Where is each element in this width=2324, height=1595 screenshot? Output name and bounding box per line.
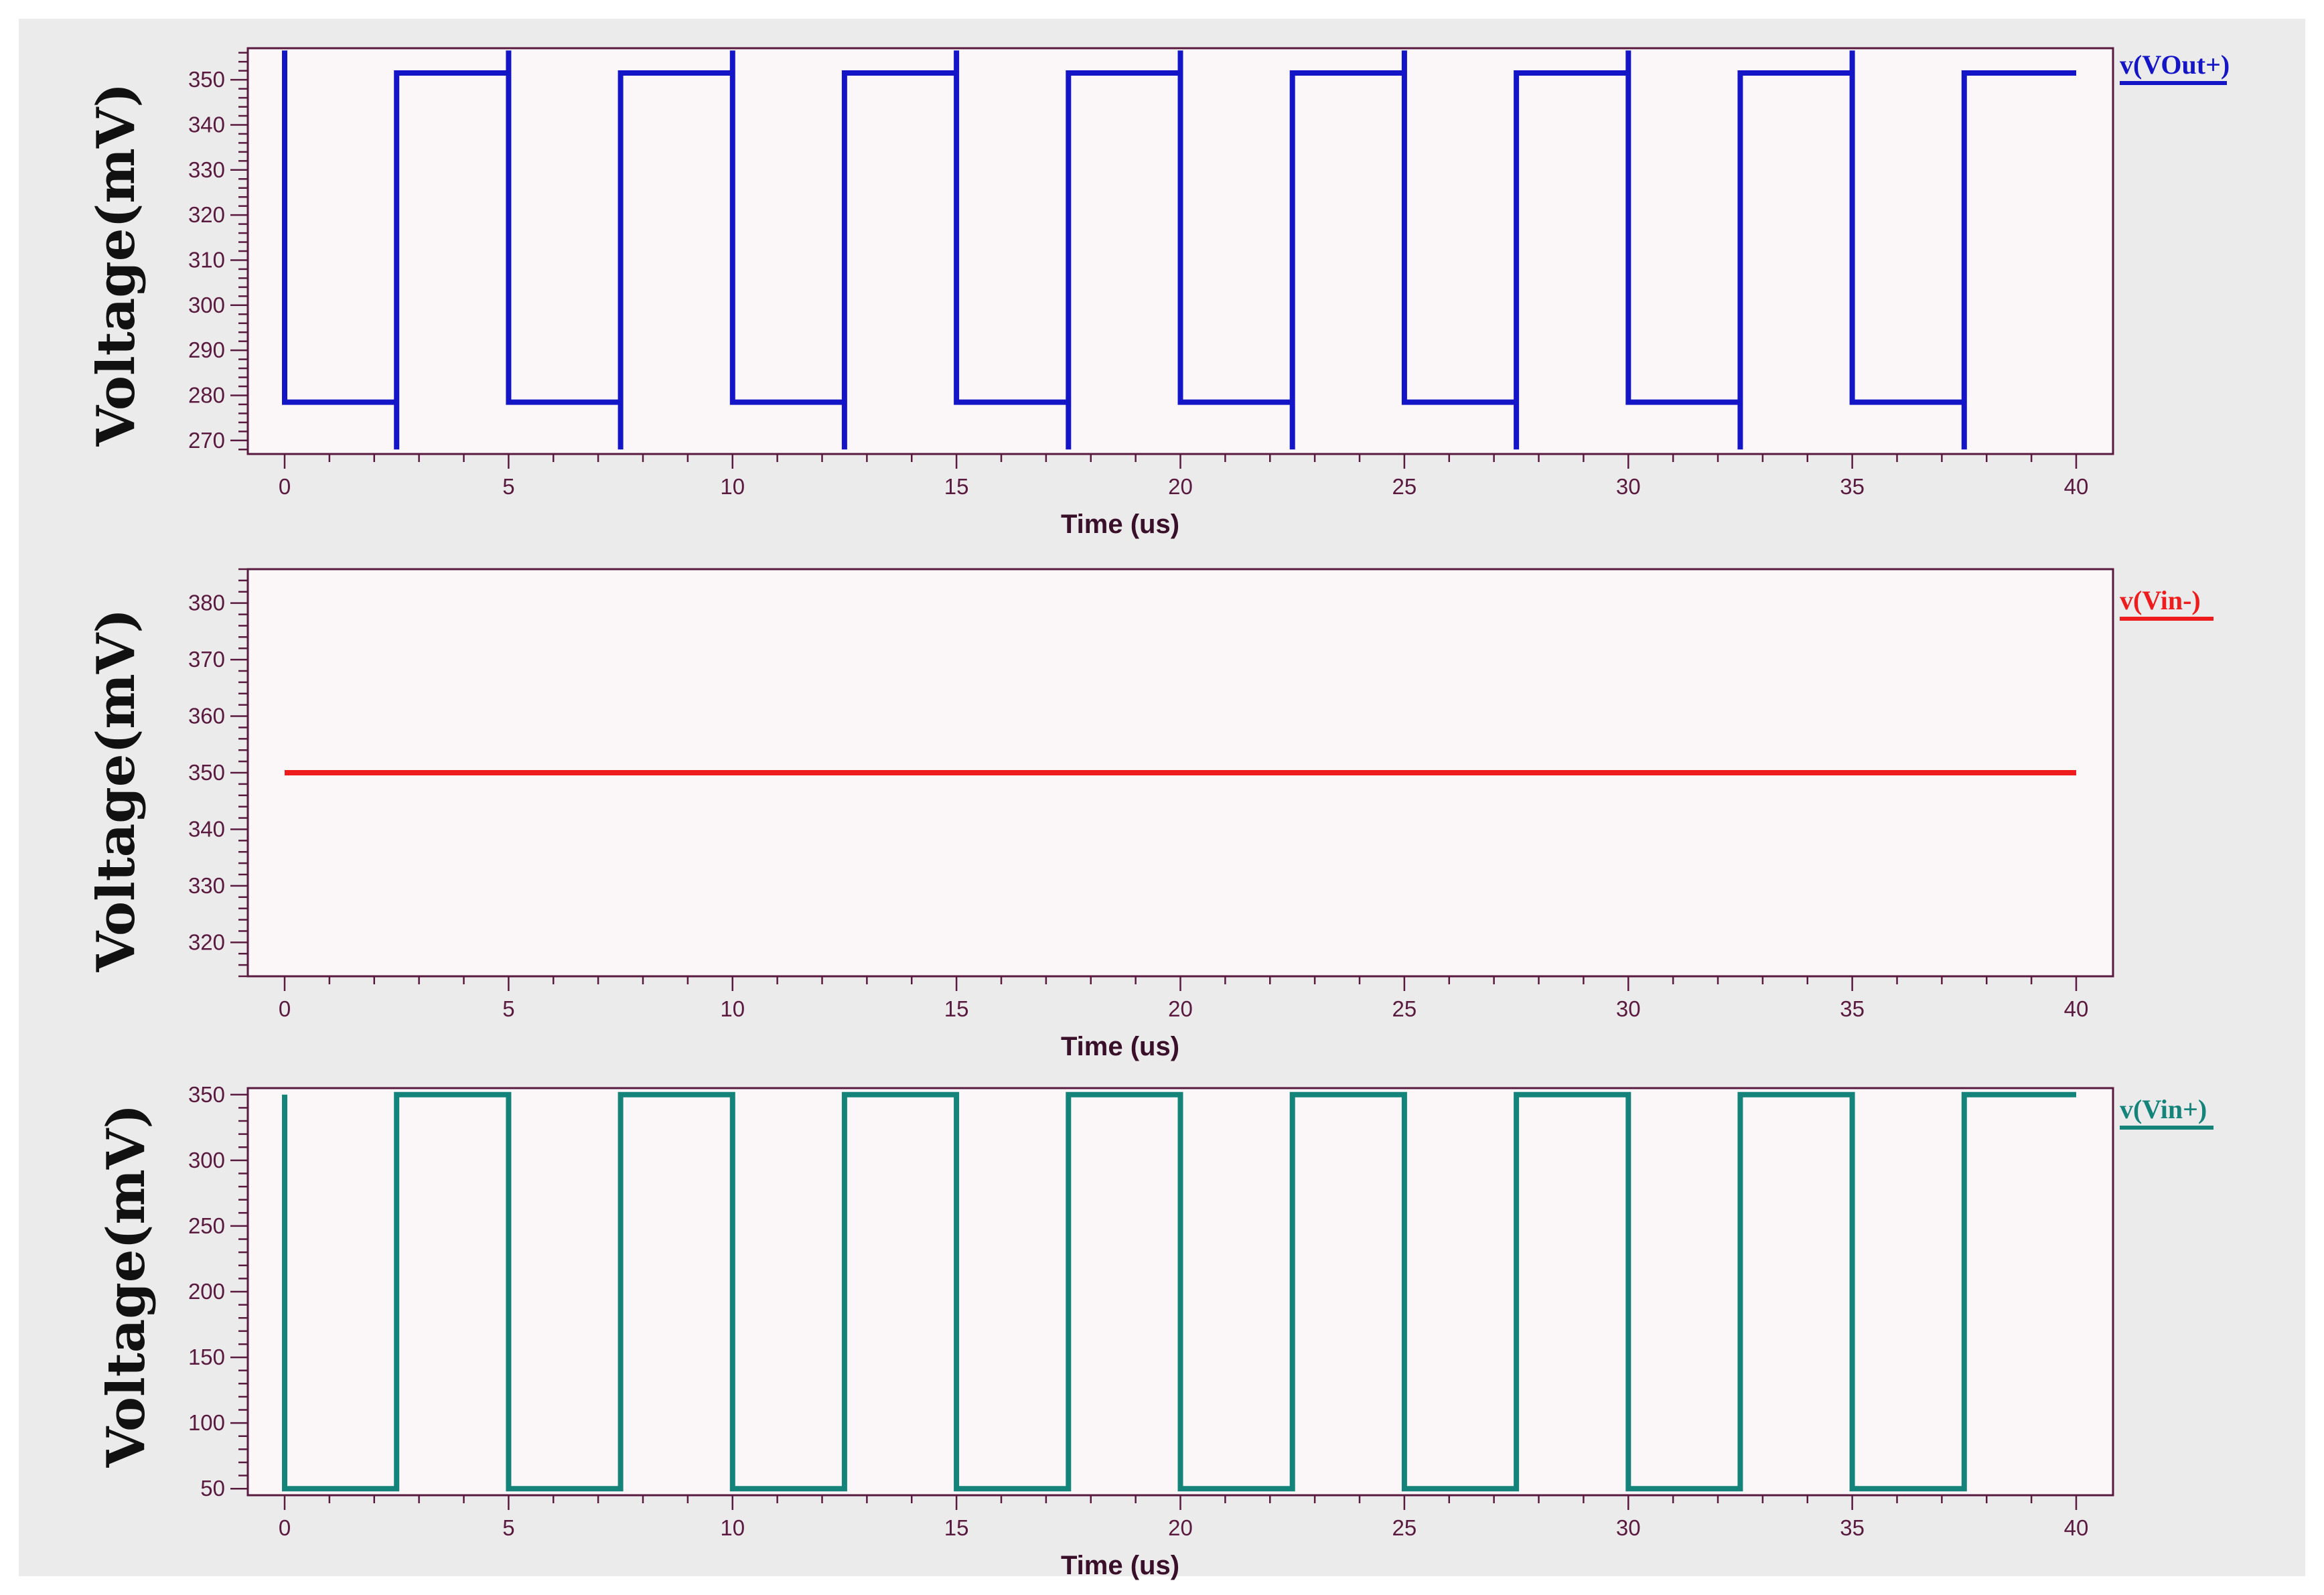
y-tick-label: 50 bbox=[200, 1476, 225, 1501]
chart-panel-2: 320 330 340 350 360 370 380 0 5 10 15 20 25 30 35 40 Tim… bbox=[86, 568, 2213, 1061]
x-tick-label: 15 bbox=[944, 996, 969, 1021]
chart-panel-3: 50 100 150 200 250 300 350 0 5 10 15 20 25 30 35 40 Time… bbox=[96, 1082, 2213, 1580]
x-tick-label: 5 bbox=[502, 996, 514, 1021]
x-tick-label: 40 bbox=[2064, 1515, 2089, 1540]
x-tick-label: 15 bbox=[944, 1515, 969, 1540]
x-tick-label: 35 bbox=[1840, 474, 1865, 499]
y-tick-label: 300 bbox=[188, 293, 225, 317]
y-tick-label: 350 bbox=[188, 1082, 225, 1107]
y-tick-label: 150 bbox=[188, 1345, 225, 1369]
x-tick-label: 25 bbox=[1392, 474, 1417, 499]
y-axis-label: Voltage(mV) bbox=[96, 1104, 157, 1468]
x-tick-label: 0 bbox=[279, 996, 291, 1021]
x-tick-label: 35 bbox=[1840, 996, 1865, 1021]
legend-entry: v(Vin-) bbox=[2120, 585, 2201, 615]
x-tick-label: 15 bbox=[944, 474, 969, 499]
y-tick-label: 300 bbox=[188, 1148, 225, 1172]
x-tick-label: 20 bbox=[1168, 1515, 1193, 1540]
y-tick-label: 100 bbox=[188, 1410, 225, 1435]
x-tick-label: 35 bbox=[1840, 1515, 1865, 1540]
x-tick-label: 0 bbox=[279, 1515, 291, 1540]
y-tick-label: 330 bbox=[188, 157, 225, 182]
chart-panel-1: 270 280 290 300 310 320 330 340 350 0 5 10 15 20 25 30 3… bbox=[86, 47, 2230, 539]
y-tick-label: 330 bbox=[188, 873, 225, 898]
y-tick-label: 200 bbox=[188, 1279, 225, 1304]
series-line-v-vout- bbox=[282, 50, 2076, 450]
y-tick-label: 380 bbox=[188, 591, 225, 615]
y-tick-label: 340 bbox=[188, 816, 225, 841]
series-line-v-vin- bbox=[282, 1091, 2076, 1492]
x-axis-label: Time (us) bbox=[1061, 1032, 1179, 1061]
y-tick-label: 310 bbox=[188, 247, 225, 272]
x-axis-label: Time (us) bbox=[1061, 510, 1179, 539]
x-tick-label: 20 bbox=[1168, 996, 1193, 1021]
y-tick-label: 280 bbox=[188, 382, 225, 407]
x-tick-label: 25 bbox=[1392, 1515, 1417, 1540]
y-axis-label: Voltage(mV) bbox=[86, 83, 147, 447]
x-tick-label: 10 bbox=[720, 1515, 745, 1540]
y-tick-label: 370 bbox=[188, 647, 225, 672]
x-axis-label: Time (us) bbox=[1061, 1551, 1179, 1580]
y-tick-label: 360 bbox=[188, 704, 225, 729]
y-tick-label: 320 bbox=[188, 202, 225, 227]
y-axis-label: Voltage(mV) bbox=[86, 609, 147, 973]
x-tick-label: 0 bbox=[279, 474, 291, 499]
x-tick-label: 25 bbox=[1392, 996, 1417, 1021]
x-tick-label: 30 bbox=[1616, 474, 1641, 499]
x-tick-label: 30 bbox=[1616, 996, 1641, 1021]
y-tick-label: 270 bbox=[188, 428, 225, 453]
x-tick-label: 5 bbox=[502, 474, 514, 499]
y-tick-label: 340 bbox=[188, 112, 225, 137]
x-tick-label: 5 bbox=[502, 1515, 514, 1540]
x-tick-label: 40 bbox=[2064, 474, 2089, 499]
x-tick-label: 10 bbox=[720, 474, 745, 499]
x-tick-label: 30 bbox=[1616, 1515, 1641, 1540]
legend-entry: v(VOut+) bbox=[2120, 50, 2230, 80]
y-tick-label: 350 bbox=[188, 67, 225, 92]
x-tick-label: 20 bbox=[1168, 474, 1193, 499]
y-tick-label: 290 bbox=[188, 337, 225, 362]
x-tick-label: 10 bbox=[720, 996, 745, 1021]
x-tick-label: 40 bbox=[2064, 996, 2089, 1021]
legend-entry: v(Vin+) bbox=[2120, 1094, 2207, 1124]
y-tick-label: 250 bbox=[188, 1213, 225, 1238]
y-tick-label: 350 bbox=[188, 760, 225, 785]
y-tick-label: 320 bbox=[188, 929, 225, 954]
